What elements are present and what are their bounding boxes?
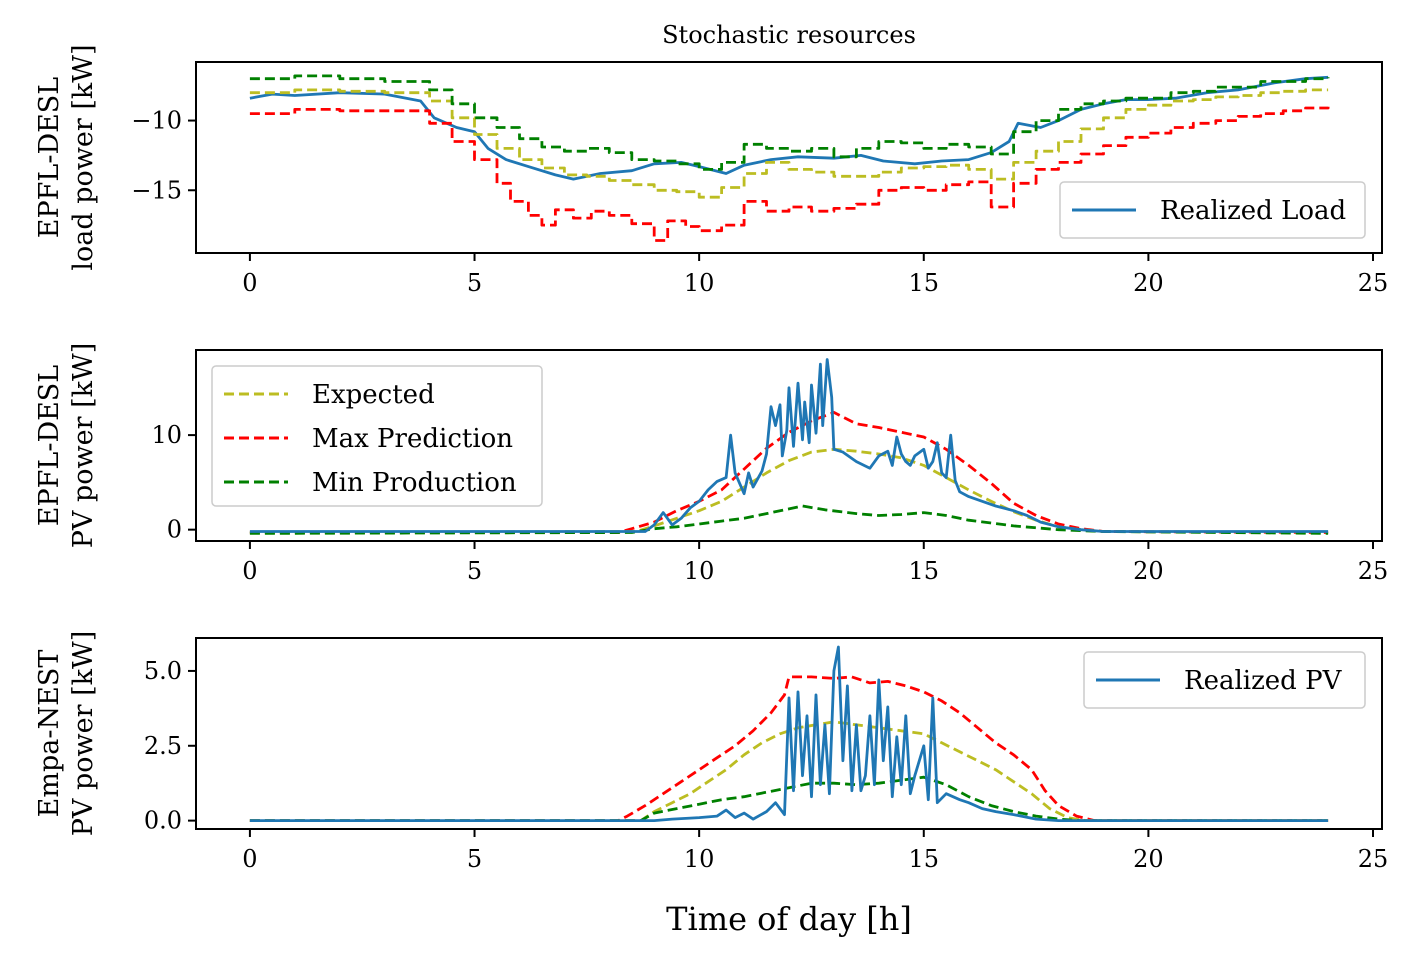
x-tick-label: 10	[684, 845, 715, 873]
x-tick-label: 25	[1358, 845, 1389, 873]
legend-label-max-prediction: Max Prediction	[312, 424, 513, 454]
legend-label-expected: Expected	[312, 380, 435, 410]
y-axis-label-line: EPFL-DESL	[34, 365, 65, 527]
series-line-realized-load	[249, 75, 1329, 181]
y-axis-label: EPFL-DESL load power [kW]	[34, 44, 99, 270]
panel-nest-pv-power: 0 5 10 15 20 25 0.0 2.5 5.0 Empa-NEST PV power [kW…	[34, 631, 1388, 873]
x-tick-label: 20	[1133, 557, 1164, 585]
series-group	[249, 358, 1329, 535]
y-tick-label: 0.0	[144, 807, 182, 835]
series-line-expected	[249, 88, 1329, 199]
y-axis-label-line: EPFL-DESL	[34, 77, 65, 239]
x-tick-label: 10	[684, 269, 715, 297]
x-tick-label: 20	[1133, 269, 1164, 297]
legend-box	[211, 365, 543, 507]
y-axis-label-line: load power [kW]	[68, 44, 99, 270]
x-tick-label: 15	[908, 557, 939, 585]
series-line-realized-pv	[249, 645, 1329, 822]
legend: Realized PV	[1083, 651, 1366, 709]
series-line-min-production	[249, 504, 1329, 535]
legend: Expected Max Prediction Min Production	[211, 365, 543, 507]
y-axis-label-line: Empa-NEST	[34, 650, 65, 818]
series-line-min-production	[249, 775, 1329, 822]
y-tick-label: 10	[151, 421, 182, 449]
series-line-max-prediction	[249, 675, 1329, 822]
x-tick-label: 25	[1358, 269, 1389, 297]
panel-load-power: 0 5 10 15 20 25 −10 −15 EPFL-DESL load power [kW]…	[34, 44, 1388, 297]
legend-box	[1059, 181, 1366, 239]
figure-title: Stochastic resources	[662, 21, 916, 49]
y-axis-label: EPFL-DESL PV power [kW]	[34, 343, 99, 549]
y-axis-label-line: PV power [kW]	[68, 343, 99, 549]
series-line-expected	[249, 720, 1329, 822]
y-tick-label: −10	[131, 107, 182, 135]
x-tick-label: 5	[467, 557, 482, 585]
series-line-expected	[249, 447, 1329, 534]
y-tick-label: 5.0	[144, 657, 182, 685]
y-tick-label: 0	[167, 516, 182, 544]
panel-desl-pv-power: 0 5 10 15 20 25 0 10 EPFL-DESL PV power [kW] Expec…	[34, 343, 1388, 585]
series-group	[249, 74, 1330, 242]
legend: Realized Load	[1059, 181, 1366, 239]
x-axis-label: Time of day [h]	[666, 900, 912, 938]
series-line-min-production	[249, 74, 1330, 171]
x-tick-label: 20	[1133, 845, 1164, 873]
x-tick-label: 10	[684, 557, 715, 585]
legend-label-min-production: Min Production	[312, 468, 517, 498]
y-axis-label: Empa-NEST PV power [kW]	[34, 631, 99, 837]
y-tick-label: −15	[131, 176, 182, 204]
x-tick-label: 0	[242, 269, 257, 297]
x-tick-label: 5	[467, 845, 482, 873]
x-tick-label: 0	[242, 845, 257, 873]
y-axis-label-line: PV power [kW]	[68, 631, 99, 837]
series-line-max-prediction	[249, 106, 1330, 242]
axes-frame	[195, 349, 1383, 542]
series-group	[249, 645, 1329, 822]
axes-frame	[195, 637, 1383, 830]
x-tick-label: 15	[908, 845, 939, 873]
legend-label-realized-pv: Realized PV	[1184, 666, 1343, 696]
x-tick-label: 15	[908, 269, 939, 297]
series-line-realized-pv	[249, 358, 1329, 533]
legend-label-realized-load: Realized Load	[1160, 196, 1346, 226]
x-tick-label: 5	[467, 269, 482, 297]
x-tick-label: 0	[242, 557, 257, 585]
legend-box	[1083, 651, 1366, 709]
x-tick-label: 25	[1358, 557, 1389, 585]
axes-frame	[195, 61, 1383, 254]
y-tick-label: 2.5	[144, 732, 182, 760]
